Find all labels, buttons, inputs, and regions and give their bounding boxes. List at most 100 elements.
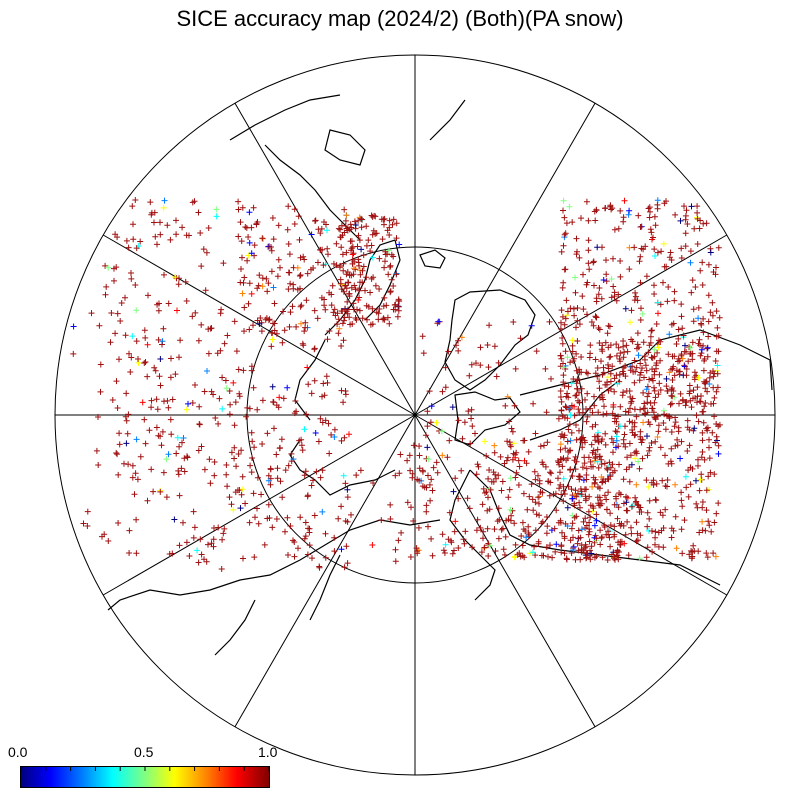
accuracy-marker <box>654 413 661 420</box>
accuracy-marker <box>198 551 205 558</box>
accuracy-marker <box>652 222 659 229</box>
accuracy-marker <box>468 406 475 413</box>
accuracy-marker <box>318 294 325 301</box>
accuracy-marker <box>269 524 276 531</box>
accuracy-marker <box>290 281 297 288</box>
accuracy-marker <box>689 555 695 562</box>
accuracy-marker <box>530 400 537 407</box>
accuracy-marker <box>624 518 631 525</box>
accuracy-marker <box>362 287 368 294</box>
accuracy-marker <box>558 407 565 414</box>
accuracy-marker <box>591 479 598 486</box>
accuracy-marker <box>711 394 718 401</box>
accuracy-marker <box>559 284 566 291</box>
accuracy-marker <box>583 554 590 561</box>
accuracy-marker <box>599 534 605 540</box>
accuracy-marker <box>459 435 466 442</box>
accuracy-marker <box>589 423 596 430</box>
accuracy-marker <box>691 369 698 376</box>
accuracy-marker <box>452 475 459 482</box>
accuracy-marker <box>651 399 658 406</box>
accuracy-marker <box>706 522 713 529</box>
accuracy-marker <box>677 217 684 224</box>
accuracy-marker <box>617 273 624 280</box>
accuracy-marker <box>649 375 656 382</box>
accuracy-marker <box>499 478 506 485</box>
accuracy-marker <box>491 526 498 533</box>
accuracy-marker <box>235 233 242 240</box>
accuracy-marker <box>548 470 555 477</box>
accuracy-marker <box>699 499 706 505</box>
accuracy-marker <box>349 243 356 250</box>
accuracy-marker <box>668 392 675 399</box>
accuracy-marker <box>674 436 681 443</box>
accuracy-marker <box>233 348 240 355</box>
accuracy-marker <box>569 342 576 349</box>
accuracy-marker <box>393 220 400 227</box>
accuracy-marker <box>595 438 602 445</box>
accuracy-marker <box>706 436 712 443</box>
accuracy-marker <box>287 309 294 316</box>
accuracy-marker <box>191 198 198 205</box>
accuracy-marker <box>572 453 579 460</box>
accuracy-marker <box>598 535 605 542</box>
accuracy-marker <box>686 382 693 389</box>
accuracy-marker <box>704 427 711 434</box>
accuracy-marker <box>672 481 679 488</box>
accuracy-marker <box>596 453 603 460</box>
accuracy-marker <box>577 504 583 511</box>
accuracy-marker <box>293 408 300 415</box>
accuracy-marker <box>137 453 144 460</box>
accuracy-marker <box>668 445 675 452</box>
accuracy-marker <box>326 328 333 334</box>
accuracy-marker <box>322 530 329 537</box>
accuracy-marker <box>239 486 246 493</box>
accuracy-marker <box>655 391 662 398</box>
accuracy-marker <box>398 529 405 536</box>
accuracy-marker <box>620 500 627 507</box>
accuracy-marker <box>561 266 568 273</box>
accuracy-marker <box>632 289 639 296</box>
accuracy-marker <box>621 431 628 438</box>
accuracy-marker <box>394 313 401 320</box>
accuracy-marker <box>296 236 303 243</box>
accuracy-marker <box>195 447 202 454</box>
accuracy-marker <box>633 538 640 545</box>
accuracy-marker <box>210 536 217 543</box>
accuracy-marker <box>234 487 241 494</box>
accuracy-marker <box>683 372 690 379</box>
accuracy-marker <box>665 460 672 467</box>
accuracy-marker <box>275 222 282 229</box>
accuracy-marker <box>540 552 547 559</box>
accuracy-marker <box>492 471 499 478</box>
accuracy-marker <box>635 458 642 465</box>
accuracy-marker <box>689 356 696 363</box>
accuracy-marker <box>576 409 583 416</box>
accuracy-marker <box>249 438 256 445</box>
accuracy-marker <box>596 385 603 392</box>
accuracy-marker <box>631 244 638 251</box>
accuracy-marker <box>491 442 498 449</box>
accuracy-marker <box>573 436 580 443</box>
accuracy-marker <box>631 406 638 413</box>
accuracy-marker <box>247 462 254 469</box>
accuracy-marker <box>355 256 362 263</box>
accuracy-marker <box>263 275 270 282</box>
accuracy-marker <box>592 437 599 444</box>
accuracy-marker <box>495 535 502 542</box>
accuracy-marker <box>629 363 636 370</box>
accuracy-marker <box>626 266 633 273</box>
accuracy-marker <box>439 452 446 459</box>
taymyr-coast <box>289 439 396 496</box>
accuracy-marker <box>660 420 667 426</box>
accuracy-marker <box>507 441 514 448</box>
accuracy-marker <box>611 523 618 530</box>
accuracy-marker <box>205 225 212 231</box>
accuracy-marker <box>238 447 245 454</box>
accuracy-marker <box>246 239 253 246</box>
accuracy-marker <box>344 298 351 305</box>
accuracy-marker <box>449 404 456 411</box>
accuracy-marker <box>338 222 345 229</box>
accuracy-marker <box>126 550 133 556</box>
